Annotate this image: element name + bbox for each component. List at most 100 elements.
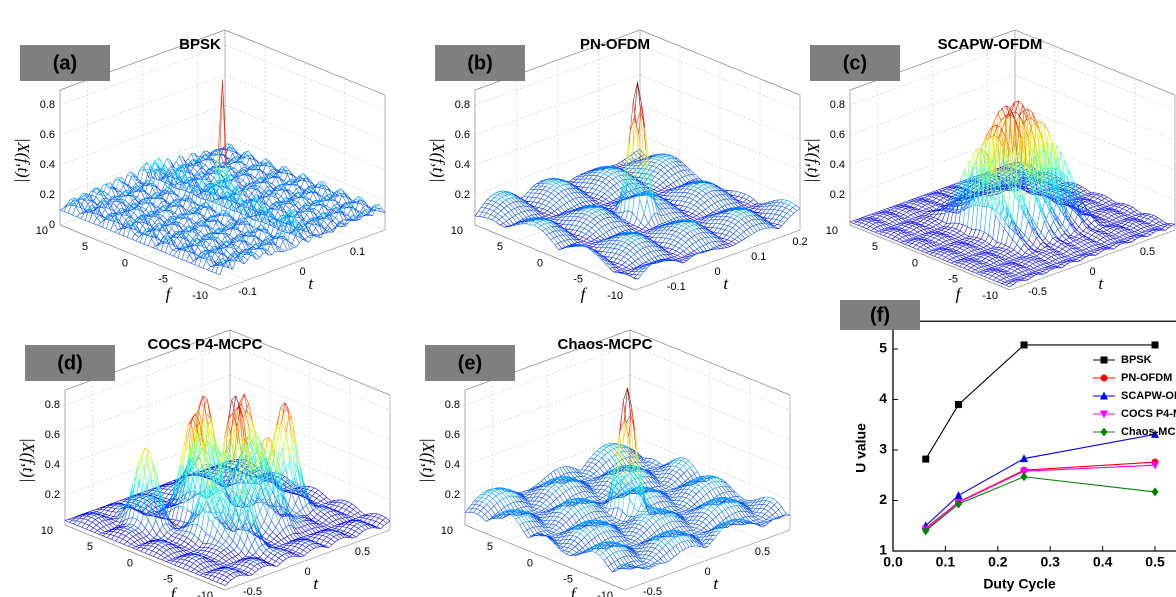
z-tick-label: 0.6 [45,429,60,441]
legend-label: PN-OFDM [1121,372,1172,384]
data-point [1020,341,1028,349]
surface-mesh [477,443,778,566]
grid-line [516,75,677,276]
axis-box [639,29,801,96]
surface-mesh [187,393,290,440]
x-tick-label: 0.1 [350,246,365,258]
x-tick-label: 0 [714,266,720,278]
surface-mesh [997,100,1028,119]
panel-label: (a) [53,52,77,74]
z-tick-label: 0.2 [830,189,845,201]
y-tick-label: 10 [36,225,48,237]
y-tick-label: 2 [879,491,887,507]
y-axis-label: f [166,285,173,304]
y-tick-label: 5 [87,541,93,553]
series-line [925,344,1156,460]
y-tick-label: -5 [163,574,173,586]
x-axis-label: t [313,574,319,593]
data-point [955,499,963,509]
surface-mesh [611,456,644,499]
z-tick-label: 0.8 [830,99,845,111]
z-tick-label: 0.2 [445,489,460,501]
surface-mesh [89,462,365,573]
surface-mesh [186,401,293,463]
grid-line [932,60,1093,261]
x-tick-label: 0.5 [355,546,370,558]
panel-label-box [25,345,115,381]
z-tick-label: 0.2 [45,489,60,501]
x-tick-label: 0 [299,266,305,278]
z-tick-label: 0 [49,219,55,231]
legend-marker [1100,356,1108,364]
surface-panel: -0.5 0 0.5 10 5 0 -5 -10 0.2 0.4 0.6 0.8 (d) COCS P4-… [19,329,391,597]
legend-marker [1100,391,1108,400]
grid-line [224,395,391,591]
grid-line [142,60,303,261]
z-tick-label: 0.2 [455,189,470,201]
surface-mesh [625,110,650,177]
grid-line [514,46,681,242]
chart-title: Chaos-MCPC [557,336,652,353]
x-tick-label: 0 [304,566,310,578]
z-tick-label: 0.6 [830,129,845,141]
surface-panel: -0.1 0 0.1 10 5 0 -5 -10 0 0.2 0.4 0.6 0.8 (a) BPSK f t |… [14,29,386,304]
grid-line [64,330,231,526]
data-point [955,401,963,409]
z-tick-label: 0.6 [455,129,470,141]
y-axis-label: f [571,585,578,597]
grid-line [598,45,759,246]
grid-line [464,374,791,441]
z-axis-label: |X(f,t)| [429,138,448,183]
z-tick-label: 0.8 [45,399,60,411]
surface-mesh [628,101,647,151]
data-point [1151,429,1160,438]
data-point [1020,467,1029,476]
x-tick-label: 0 [704,566,710,578]
data-point [1151,341,1159,349]
panel-label: (f) [870,304,890,326]
panel-label-box [435,45,525,81]
y-tick-label: 4 [879,390,887,406]
legend-label: Chaos-MCPC [1121,426,1176,438]
data-point [954,490,963,499]
surface-mesh [202,395,244,427]
y-tick-label: -10 [192,290,208,302]
panel-label-box [425,345,515,381]
z-tick-label: 0.8 [445,399,460,411]
surface-mesh [960,130,1066,207]
chart-title: BPSK [179,36,221,53]
y-tick-label: 10 [441,525,453,537]
legend-label: SCAPW-OFDM [1121,390,1176,402]
y-tick-label: 0 [912,257,918,269]
surface-panel: -0.5 0 0.5 10 5 0 -5 -10 0.2 0.4 0.6 0.8 (e) Chaos-MC… [419,329,791,597]
panel-label: (e) [458,352,482,374]
series-line [925,476,1156,532]
y-tick-label: -5 [573,274,583,286]
z-axis-label: |X(f,t)| [804,138,823,183]
surface-mesh [213,151,222,185]
x-tick-label: -0.5 [243,586,262,597]
z-axis-label: |X(f,t)| [14,138,33,183]
data-point [1020,472,1028,482]
surface-panel: -0.5 0 0.5 10 5 0 -5 -10 0.2 0.4 0.6 0.8 (c) SCAPW-OF… [804,29,1176,304]
y-tick-label: -5 [158,274,168,286]
surface-mesh [64,458,391,586]
y-tick-label: 0 [122,257,128,269]
data-point [922,526,930,536]
grid-line [64,404,391,471]
grid-line [464,330,631,526]
surface-mesh [939,172,1095,246]
axis-box [629,329,791,396]
axis-box [229,329,391,396]
x-axis-label: t [713,574,719,593]
surface-mesh [141,409,297,474]
x-tick-label: 0.1 [751,251,766,263]
data-point [922,455,930,463]
y-axis-label: f [956,285,963,304]
x-tick-label: 0.5 [1140,246,1155,258]
x-tick-label: 0.3 [1040,554,1060,570]
y-tick-label: -10 [597,590,613,597]
surface-mesh [617,448,641,483]
z-tick-label: 0.4 [45,459,60,471]
y-tick-label: 0 [527,557,533,569]
